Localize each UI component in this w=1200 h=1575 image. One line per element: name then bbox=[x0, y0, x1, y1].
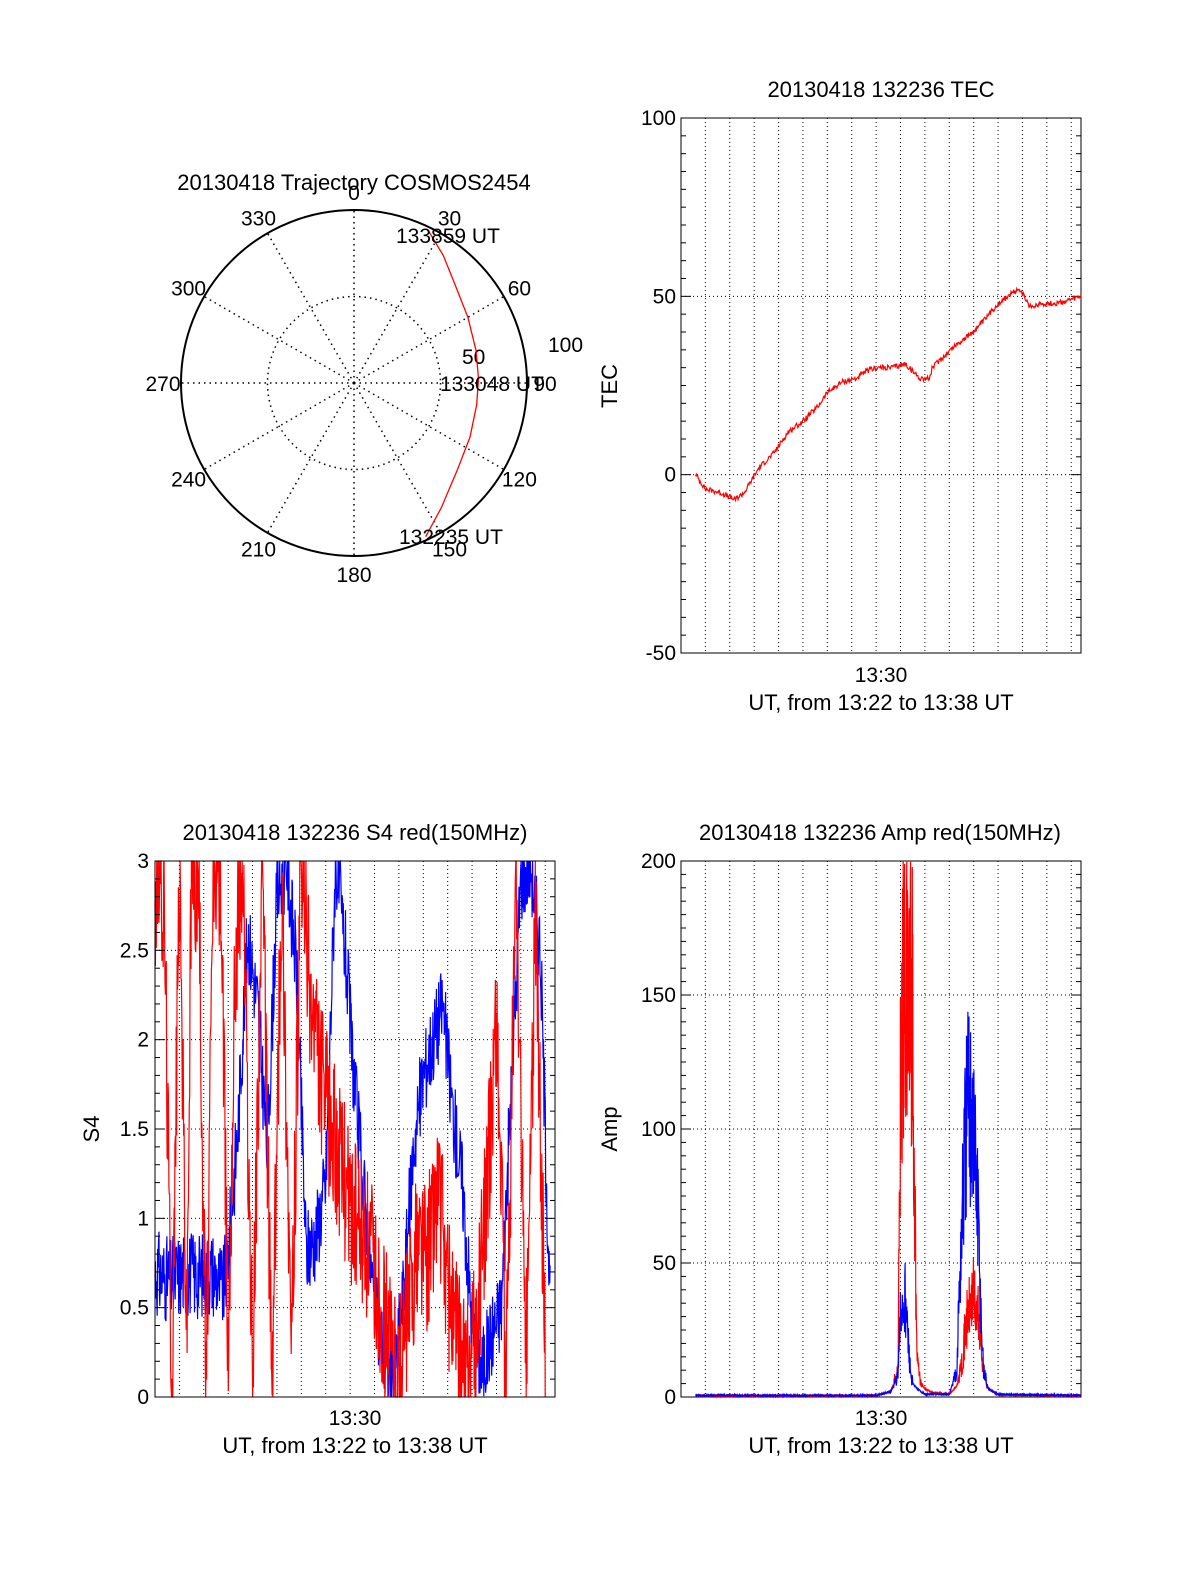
s4-chart: 20130418 132236 S4 red(150MHz) 3 2.5 2 1… bbox=[79, 820, 556, 1458]
polar-angle-labels: 0 30 60 90 120 150 180 210 240 270 300 3… bbox=[145, 182, 556, 587]
polar-spoke bbox=[353, 382, 442, 534]
angle-label-90: 90 bbox=[533, 373, 556, 396]
polar-spoke bbox=[353, 382, 505, 471]
polar-spoke bbox=[353, 295, 505, 384]
s4-y-axis-label: S4 bbox=[79, 1116, 104, 1143]
amp-x-tick-1330: 13:30 bbox=[855, 1407, 908, 1430]
polar-trajectory-chart: 20130418 Trajectory COSMOS2454 0 30 60 9… bbox=[145, 170, 583, 587]
angle-label-270: 270 bbox=[145, 373, 180, 396]
amp-series-blue bbox=[695, 1011, 1082, 1399]
s4-x-tick-1330: 13:30 bbox=[329, 1407, 382, 1430]
s4-y-tick-1: 1 bbox=[137, 1207, 149, 1230]
polar-spoke bbox=[203, 295, 355, 384]
s4-series bbox=[154, 859, 551, 1398]
angle-label-210: 210 bbox=[241, 538, 276, 561]
amp-y-tick-0: 0 bbox=[664, 1386, 676, 1409]
tec-minor-ticks bbox=[681, 117, 1081, 654]
s4-y-tick-labels: 3 2.5 2 1.5 1 0.5 0 bbox=[120, 850, 149, 1409]
polar-spoke bbox=[266, 382, 355, 534]
amp-y-axis-label: Amp bbox=[597, 1106, 622, 1151]
amp-grid bbox=[681, 861, 1081, 1397]
s4-y-tick-2-5: 2.5 bbox=[120, 939, 149, 962]
tec-y-tick-50: 50 bbox=[653, 285, 676, 308]
tec-plot-frame bbox=[680, 117, 1082, 654]
s4-minor-ticks bbox=[155, 860, 555, 1398]
angle-label-150: 150 bbox=[432, 538, 467, 561]
amp-plot-frame bbox=[680, 860, 1082, 1398]
angle-label-30: 30 bbox=[438, 208, 461, 231]
amp-y-tick-100: 100 bbox=[641, 1118, 676, 1141]
polar-title: 20130418 Trajectory COSMOS2454 bbox=[177, 170, 530, 195]
tec-y-tick-minus50: -50 bbox=[646, 642, 676, 665]
s4-series-blue bbox=[154, 859, 551, 1398]
s4-plot-frame bbox=[154, 860, 556, 1398]
s4-y-tick-0: 0 bbox=[137, 1386, 149, 1409]
tec-y-axis-label: TEC bbox=[597, 364, 622, 408]
tec-grid bbox=[681, 118, 1081, 653]
s4-title: 20130418 132236 S4 red(150MHz) bbox=[183, 820, 528, 845]
s4-y-tick-1-5: 1.5 bbox=[120, 1118, 149, 1141]
tec-x-axis-label: UT, from 13:22 to 13:38 UT bbox=[748, 690, 1013, 715]
amp-y-tick-50: 50 bbox=[653, 1252, 676, 1275]
angle-label-180: 180 bbox=[336, 564, 371, 587]
amp-y-tick-150: 150 bbox=[641, 984, 676, 1007]
angle-label-60: 60 bbox=[508, 278, 531, 301]
amp-chart: 20130418 132236 Amp red(150MHz) 200 150 … bbox=[597, 820, 1082, 1458]
trajectory-mid-label: 133048 UT bbox=[440, 373, 544, 396]
polar-spoke bbox=[203, 382, 355, 471]
amp-title: 20130418 132236 Amp red(150MHz) bbox=[699, 820, 1061, 845]
tec-y-tick-100: 100 bbox=[641, 107, 676, 130]
polar-spoke bbox=[353, 232, 442, 384]
radial-label-50: 50 bbox=[462, 346, 485, 369]
amp-y-tick-labels: 200 150 100 50 0 bbox=[641, 850, 676, 1409]
angle-label-300: 300 bbox=[171, 278, 206, 301]
s4-series-red bbox=[154, 860, 546, 1398]
radial-label-100: 100 bbox=[548, 334, 583, 357]
s4-y-tick-0-5: 0.5 bbox=[120, 1297, 149, 1320]
tec-y-tick-0: 0 bbox=[664, 464, 676, 487]
tec-title: 20130418 132236 TEC bbox=[767, 77, 994, 102]
tec-y-tick-labels: 100 50 0 -50 bbox=[641, 107, 676, 665]
tec-series-red bbox=[695, 286, 1082, 503]
trajectory-start-label: 132235 UT bbox=[399, 526, 503, 549]
amp-minor-ticks bbox=[681, 860, 1081, 1398]
tec-series bbox=[695, 286, 1082, 503]
polar-outer-circle bbox=[180, 209, 528, 557]
angle-label-0: 0 bbox=[348, 182, 360, 205]
trajectory-line bbox=[425, 230, 480, 538]
angle-label-120: 120 bbox=[502, 469, 537, 492]
angle-label-240: 240 bbox=[171, 469, 206, 492]
s4-y-tick-2: 2 bbox=[137, 1029, 149, 1052]
trajectory-end-label: 133859 UT bbox=[396, 225, 500, 248]
polar-inner-circle bbox=[266, 295, 442, 471]
angle-label-330: 330 bbox=[241, 208, 276, 231]
tec-x-tick-1330: 13:30 bbox=[855, 664, 908, 687]
amp-series bbox=[695, 860, 1082, 1399]
polar-spoke bbox=[266, 232, 355, 384]
tec-chart: 20130418 132236 TEC 100 50 0 -50 TEC 13:… bbox=[597, 77, 1082, 715]
amp-x-axis-label: UT, from 13:22 to 13:38 UT bbox=[748, 1433, 1013, 1458]
s4-x-axis-label: UT, from 13:22 to 13:38 UT bbox=[222, 1433, 487, 1458]
polar-grid bbox=[180, 209, 528, 557]
s4-y-tick-3: 3 bbox=[137, 850, 149, 873]
amp-y-tick-200: 200 bbox=[641, 850, 676, 873]
